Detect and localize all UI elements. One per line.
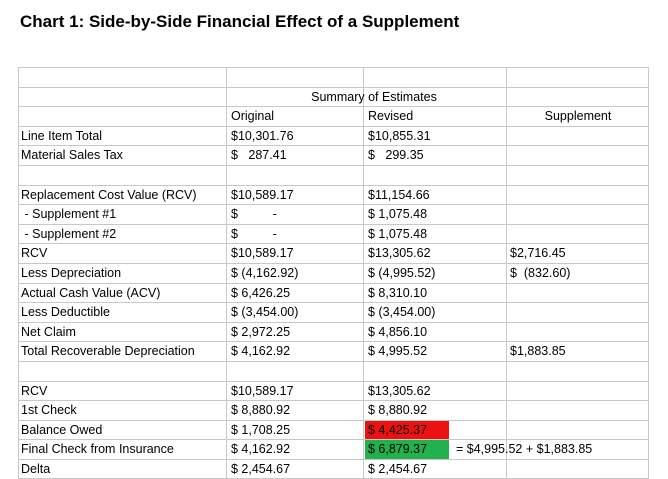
estimate-table: Summary of Estimates Original Revised Su…	[18, 67, 649, 479]
row-label: Net Claim	[21, 324, 76, 339]
table-row: 1st Check $ 8,880.92 $ 8,880.92	[18, 400, 648, 420]
original-value: $10,301.76	[231, 128, 294, 143]
row-label: Less Deductible	[21, 305, 110, 320]
table-row: Material Sales Tax $ 287.41 $ 299.35	[18, 145, 648, 165]
original-value: $ -	[231, 226, 277, 241]
revised-value: $ 6,879.37	[368, 442, 428, 457]
table-row: Replacement Cost Value (RCV) $10,589.17 …	[18, 184, 648, 205]
row-label: - Supplement #2	[21, 226, 117, 241]
revised-value: $ (4,995.52)	[368, 265, 436, 280]
revised-value: $13,305.62	[368, 383, 431, 398]
supplement-value: $2,716.45	[510, 246, 566, 261]
original-value: $ (4,162.92)	[231, 265, 299, 280]
revised-value: $13,305.62	[368, 246, 431, 261]
revised-value: $ 1,075.48	[368, 207, 428, 222]
revised-header: Revised	[368, 109, 414, 124]
original-value: $10,589.17	[231, 383, 294, 398]
row-label: Actual Cash Value (ACV)	[21, 285, 161, 300]
original-value: $ 1,708.25	[231, 422, 291, 437]
table-row: Total Recoverable Depreciation $ 4,162.9…	[18, 341, 648, 361]
revised-value: $ 4,856.10	[368, 324, 428, 339]
revised-value: $ 4,995.52	[368, 344, 428, 359]
final-check-highlight	[365, 440, 449, 459]
row-label: Replacement Cost Value (RCV)	[21, 187, 197, 202]
table-row: Delta $ 2,454.67 $ 2,454.67	[18, 458, 648, 479]
revised-value: $ (3,454.00)	[368, 305, 436, 320]
table-row: Balance Owed $ 1,708.25 $ 4,425.37	[18, 419, 648, 440]
row-label: Final Check from Insurance	[21, 442, 174, 457]
blank-row	[18, 67, 648, 87]
row-label: 1st Check	[21, 403, 77, 418]
row-label: Line Item Total	[21, 128, 103, 143]
row-label: Material Sales Tax	[21, 148, 123, 163]
table-row: RCV $10,589.17 $13,305.62 $2,716.45	[18, 243, 648, 263]
table-row: Less Depreciation $ (4,162.92) $ (4,995.…	[18, 262, 648, 283]
table-row: Less Deductible $ (3,454.00) $ (3,454.00…	[18, 302, 648, 322]
original-header: Original	[231, 109, 275, 124]
row-label: Less Depreciation	[21, 265, 122, 280]
table-row: Final Check from Insurance $ 4,162.92 $ …	[18, 439, 648, 459]
supplement-value: $ (832.60)	[510, 265, 571, 280]
revised-value: $11,154.66	[368, 187, 430, 202]
revised-value: $ 1,075.48	[368, 226, 428, 241]
header-row-summary: Summary of Estimates	[18, 86, 648, 107]
supplement-header: Supplement	[544, 109, 612, 124]
original-value: $ 4,162.92	[231, 344, 291, 359]
balance-owed-highlight	[365, 420, 449, 440]
blank-row	[18, 164, 648, 185]
original-value: $10,589.17	[231, 187, 294, 202]
revised-value: $ 8,310.10	[368, 285, 428, 300]
original-value: $10,589.17	[231, 246, 294, 261]
original-value: $ (3,454.00)	[231, 305, 299, 320]
blank-row	[18, 360, 648, 381]
revised-value: $10,855.31	[368, 128, 431, 143]
row-label: Balance Owed	[21, 422, 103, 437]
row-label: Total Recoverable Depreciation	[21, 344, 195, 359]
header-row-columns: Original Revised Supplement	[18, 106, 648, 126]
table-row: Net Claim $ 2,972.25 $ 4,856.10	[18, 321, 648, 342]
final-check-note: = $4,995.52 + $1,883.85	[456, 442, 593, 457]
revised-value: $ 8,880.92	[368, 403, 428, 418]
original-value: $ 4,162.92	[231, 442, 291, 457]
supplement-value: $1,883.85	[510, 344, 566, 359]
original-value: $ 8,880.92	[231, 403, 291, 418]
original-value: $ 287.41	[231, 148, 287, 163]
table-row: Line Item Total $10,301.76 $10,855.31	[18, 125, 648, 146]
row-label: RCV	[21, 246, 48, 261]
original-value: $ 2,972.25	[231, 324, 291, 339]
original-value: $ -	[231, 207, 277, 222]
table-row: RCV $10,589.17 $13,305.62	[18, 380, 648, 401]
row-label: RCV	[21, 383, 48, 398]
revised-value: $ 2,454.67	[368, 461, 428, 476]
revised-value: $ 299.35	[368, 148, 424, 163]
summary-header: Summary of Estimates	[311, 89, 437, 104]
row-label: Delta	[21, 461, 51, 476]
revised-value: $ 4,425.37	[368, 422, 428, 437]
original-value: $ 6,426.25	[231, 285, 291, 300]
table-row: - Supplement #1 $ - $ 1,075.48	[18, 204, 648, 224]
row-label: - Supplement #1	[21, 207, 117, 222]
original-value: $ 2,454.67	[231, 461, 291, 476]
table-row: Actual Cash Value (ACV) $ 6,426.25 $ 8,3…	[18, 282, 648, 303]
chart-title: Chart 1: Side-by-Side Financial Effect o…	[20, 12, 460, 31]
table-row: - Supplement #2 $ - $ 1,075.48	[18, 223, 648, 244]
